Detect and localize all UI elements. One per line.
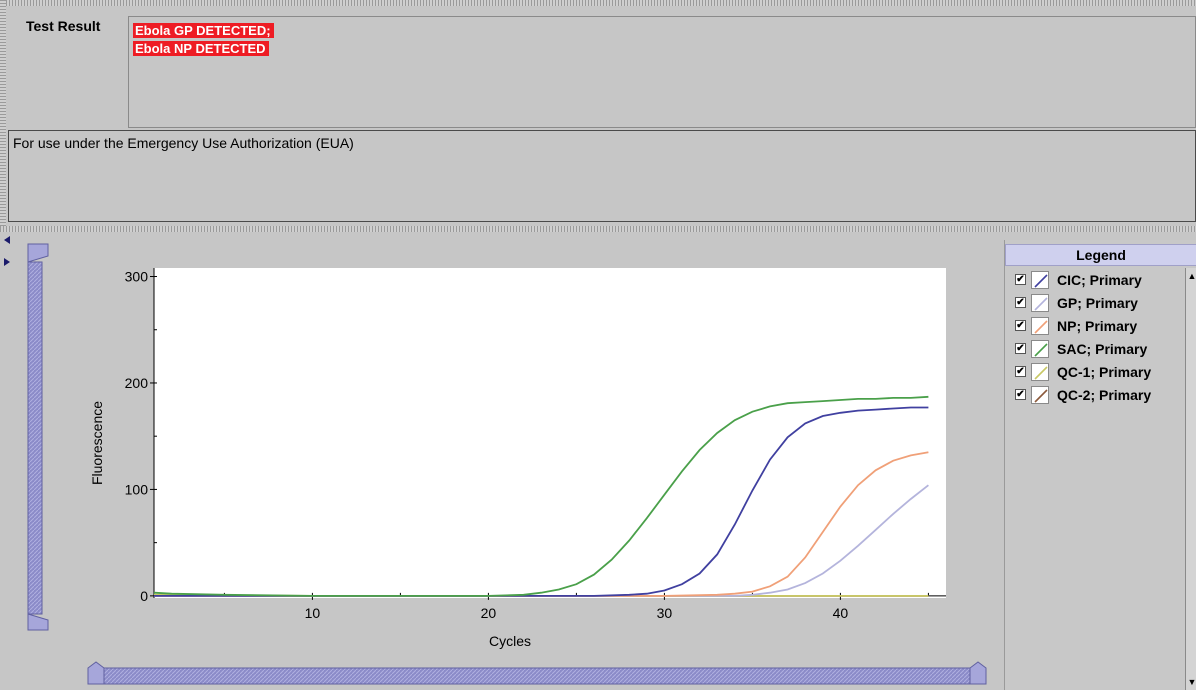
series-line-np	[154, 451, 929, 597]
x-tick-label: 10	[305, 605, 321, 621]
y-axis-label: Fluorescence	[89, 401, 105, 485]
x-tick-label: 30	[657, 605, 673, 621]
eua-note-text: For use under the Emergency Use Authoriz…	[13, 135, 354, 151]
test-result-label: Test Result	[26, 18, 101, 34]
legend-checkbox[interactable]: ✔	[1015, 297, 1026, 308]
y-tick-label: 300	[125, 269, 149, 285]
amplification-chart: 0 100 200 300 10 20 30 40 Cycles Fluorescence	[89, 268, 946, 649]
legend-panel: Legend ✔ CIC; Primary ✔ GP; Primary ✔ NP; Pri…	[1004, 240, 1196, 690]
x-slider-left-handle[interactable]	[87, 661, 105, 685]
legend-swatch-icon	[1031, 271, 1049, 289]
legend-item-label: GP; Primary	[1057, 295, 1138, 311]
y-tick-label: 100	[125, 481, 149, 497]
result-lines: Ebola GP DETECTED; Ebola NP DETECTED	[133, 22, 274, 58]
result-line-gp: Ebola GP DETECTED;	[133, 23, 274, 38]
middle-splitter-grip[interactable]	[0, 226, 1196, 232]
test-result-box: Ebola GP DETECTED; Ebola NP DETECTED	[128, 16, 1196, 128]
y-slider-bottom-handle[interactable]	[27, 613, 49, 631]
legend-title: Legend	[1005, 244, 1196, 266]
legend-checkbox[interactable]: ✔	[1015, 366, 1026, 377]
legend-item[interactable]: ✔ GP; Primary	[1015, 293, 1191, 315]
y-tick-label: 0	[140, 588, 148, 604]
result-line-np: Ebola NP DETECTED	[133, 41, 269, 56]
chart-panel: 0 100 200 300 10 20 30 40 Cycles Fluorescence Leg…	[0, 232, 1196, 690]
legend-swatch-icon	[1031, 340, 1049, 358]
legend-swatch-icon	[1031, 386, 1049, 404]
legend-item-label: QC-2; Primary	[1057, 387, 1152, 403]
x-slider-track[interactable]	[103, 667, 971, 685]
x-tick-label: 20	[481, 605, 497, 621]
eua-note-box: For use under the Emergency Use Authoriz…	[8, 130, 1196, 222]
splitter-arrow-icon[interactable]	[4, 236, 10, 266]
y-tick-label: 200	[125, 375, 149, 391]
series-line-sac	[153, 395, 929, 597]
legend-checkbox[interactable]: ✔	[1015, 320, 1026, 331]
legend-item-label: CIC; Primary	[1057, 272, 1142, 288]
x-slider-right-handle[interactable]	[969, 661, 987, 685]
top-splitter-grip[interactable]	[0, 0, 1196, 6]
legend-item-label: QC-1; Primary	[1057, 364, 1152, 380]
result-panel: Test Result Ebola GP DETECTED; Ebola NP …	[8, 6, 1196, 224]
legend-item[interactable]: ✔ SAC; Primary	[1015, 339, 1191, 361]
x-axis-label: Cycles	[489, 633, 531, 649]
scroll-down-icon[interactable]: ▼	[1187, 677, 1196, 687]
legend-checkbox[interactable]: ✔	[1015, 343, 1026, 354]
legend-item-label: NP; Primary	[1057, 318, 1138, 334]
legend-scrollbar[interactable]: ▲ ▼	[1185, 268, 1196, 690]
legend-item-label: SAC; Primary	[1057, 341, 1148, 357]
legend-checkbox[interactable]: ✔	[1015, 389, 1026, 400]
legend-swatch-icon	[1031, 317, 1049, 335]
y-slider-top-handle[interactable]	[27, 243, 49, 263]
x-tick-label: 40	[833, 605, 849, 621]
series-line-cic	[154, 406, 929, 597]
scroll-up-icon[interactable]: ▲	[1187, 271, 1196, 281]
legend-swatch-icon	[1031, 363, 1049, 381]
legend-item[interactable]: ✔ QC-2; Primary	[1015, 385, 1191, 407]
plot-area	[154, 268, 946, 598]
y-slider-track[interactable]	[27, 261, 43, 615]
legend-checkbox[interactable]: ✔	[1015, 274, 1026, 285]
legend-item[interactable]: ✔ CIC; Primary	[1015, 270, 1191, 292]
y-range-slider[interactable]	[22, 242, 52, 632]
legend-item[interactable]: ✔ NP; Primary	[1015, 316, 1191, 338]
x-range-slider[interactable]	[84, 654, 990, 686]
legend-swatch-icon	[1031, 294, 1049, 312]
left-splitter-grip[interactable]	[0, 0, 6, 226]
legend-item[interactable]: ✔ QC-1; Primary	[1015, 362, 1191, 384]
series-line-gp	[154, 484, 929, 597]
